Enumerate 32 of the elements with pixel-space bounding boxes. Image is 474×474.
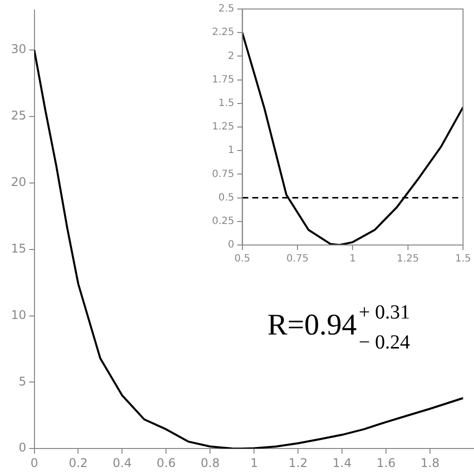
x-tick-label: 1 (349, 254, 356, 265)
x-tick-label: 1.2 (288, 456, 308, 470)
y-tick-label: 25 (10, 108, 26, 123)
y-tick-label: 0.5 (218, 192, 234, 204)
x-tick-label: 1.25 (396, 254, 419, 265)
y-tick-label: 10 (10, 308, 26, 322)
y-tick-label: 5 (18, 374, 26, 388)
y-tick-label: 2.5 (218, 4, 234, 15)
y-tick-label: 0.75 (212, 168, 234, 180)
x-tick-label: 0.4 (112, 456, 132, 470)
x-tick-label: 1.4 (332, 456, 352, 470)
y-tick-label: 20 (10, 175, 26, 190)
x-tick-label: 1 (250, 456, 258, 470)
y-tick-label: 0 (228, 240, 234, 251)
y-tick-label: 0.25 (212, 216, 234, 227)
y-tick-label: 2 (228, 50, 234, 62)
y-tick-label: 1.5 (218, 98, 234, 109)
x-tick-label: 1.5 (455, 254, 471, 265)
x-tick-label: 0.6 (156, 456, 176, 470)
y-tick-label: 30 (10, 42, 26, 56)
y-tick-label: 0 (18, 440, 26, 455)
x-tick-label: 0.75 (286, 254, 309, 265)
x-tick-label: 0.2 (68, 456, 88, 470)
y-tick-label: 1 (228, 145, 234, 156)
x-tick-label: 0.8 (200, 456, 220, 470)
y-tick-label: 1.75 (212, 74, 234, 86)
y-tick-label: 15 (10, 241, 26, 256)
x-tick-label: 1.6 (376, 456, 396, 470)
x-tick-label: 0 (30, 456, 38, 470)
y-tick-label: 1.25 (212, 122, 234, 133)
x-tick-label: 1.8 (420, 456, 440, 470)
y-tick-label: 2.25 (212, 27, 234, 38)
